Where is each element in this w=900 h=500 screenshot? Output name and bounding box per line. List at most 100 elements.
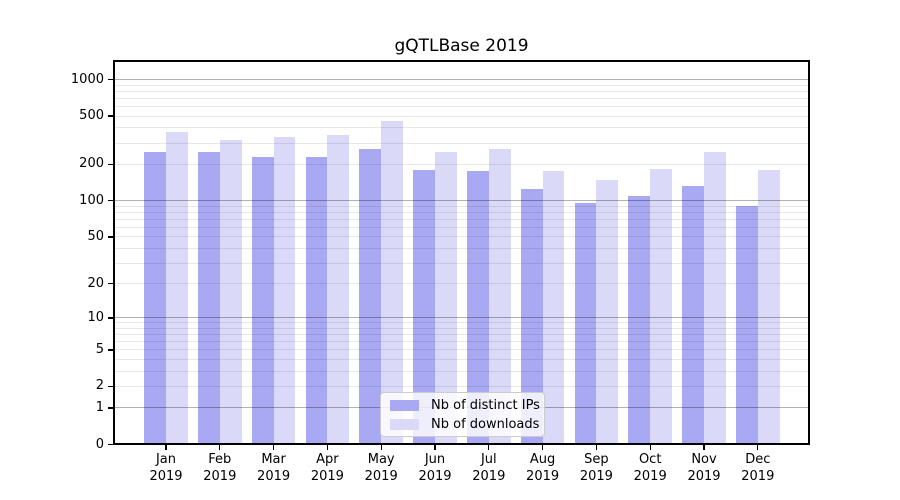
gridline-major xyxy=(113,200,810,202)
x-tick-mark xyxy=(326,445,329,450)
bar-distinct-ips-apr xyxy=(305,157,328,445)
y-tick-label: 10 xyxy=(87,309,104,325)
gridline-major xyxy=(113,317,810,319)
bar-downloads-aug xyxy=(542,170,565,445)
x-tick-mark xyxy=(272,445,275,450)
x-tick-month: Jul xyxy=(480,452,497,467)
x-tick-year: 2019 xyxy=(741,468,775,484)
bar-distinct-ips-aug xyxy=(520,189,543,445)
legend-item-downloads: Nb of downloads xyxy=(390,416,540,432)
y-tick-mark xyxy=(108,236,113,238)
bar-downloads-nov xyxy=(704,151,726,445)
x-tick-year: 2019 xyxy=(364,468,398,484)
x-tick-mark xyxy=(541,445,544,450)
x-tick-mark xyxy=(757,445,759,450)
x-tick-year: 2019 xyxy=(526,468,560,484)
gridline-minor xyxy=(113,84,810,86)
bar-downloads-apr xyxy=(327,135,350,445)
gridline-minor xyxy=(113,142,810,144)
y-tick-label: 5 xyxy=(95,341,104,357)
x-tick-mark xyxy=(488,445,490,450)
x-tick-year: 2019 xyxy=(633,468,667,484)
bar-distinct-ips-nov xyxy=(682,186,704,445)
x-tick-mark xyxy=(595,445,598,450)
bar-distinct-ips-feb xyxy=(198,151,220,445)
gridline-minor xyxy=(113,349,810,351)
x-tick-month: Jan xyxy=(155,452,177,467)
bar-distinct-ips-jan xyxy=(144,151,166,445)
x-tick-mark xyxy=(219,445,221,450)
legend-swatch-downloads-icon xyxy=(390,418,419,430)
x-tick-month: Mar xyxy=(261,452,286,467)
gridline-minor xyxy=(113,334,810,336)
x-tick-label-apr: Apr 2019 xyxy=(300,452,354,485)
bar-downloads-mar xyxy=(273,137,296,445)
gridline-minor xyxy=(113,247,810,249)
gridline-minor xyxy=(113,163,810,165)
y-tick-label: 0 xyxy=(95,436,104,452)
gridline-minor xyxy=(113,370,810,372)
x-tick-mark xyxy=(380,445,382,450)
x-tick-month: Jun xyxy=(424,452,446,467)
x-tick-mark xyxy=(649,445,651,450)
x-tick-year: 2019 xyxy=(579,468,613,484)
bar-downloads-may xyxy=(381,120,403,445)
gridline-minor xyxy=(113,115,810,117)
x-tick-label-jan: Jan 2019 xyxy=(139,452,193,485)
x-tick-month: Aug xyxy=(529,452,556,467)
bar-distinct-ips-jun xyxy=(413,169,435,445)
y-tick-label: 200 xyxy=(79,156,104,172)
y-tick-label: 20 xyxy=(87,275,104,291)
gridline-minor xyxy=(113,218,810,220)
y-tick-mark xyxy=(108,283,113,285)
y-tick-mark xyxy=(108,407,113,409)
bar-distinct-ips-oct xyxy=(628,195,651,445)
gridline-minor xyxy=(113,236,810,238)
x-tick-label-mar: Mar 2019 xyxy=(247,452,301,485)
bar-distinct-ips-mar xyxy=(251,157,274,445)
gridline-minor xyxy=(113,226,810,228)
y-tick-mark xyxy=(108,385,113,388)
x-tick-label-aug: Aug 2019 xyxy=(516,452,570,485)
axis-spine-top xyxy=(113,60,810,62)
y-tick-mark xyxy=(108,200,113,202)
x-tick-label-feb: Feb 2019 xyxy=(193,452,247,485)
y-tick-mark xyxy=(108,317,113,319)
gridline-minor xyxy=(113,90,810,92)
plot-area xyxy=(113,60,810,445)
x-tick-year: 2019 xyxy=(310,468,344,484)
gridline-minor xyxy=(113,97,810,99)
x-tick-year: 2019 xyxy=(418,468,452,484)
gridline-minor xyxy=(113,127,810,129)
legend-label-distinct-ips: Nb of distinct IPs xyxy=(431,397,540,413)
x-tick-month: Oct xyxy=(638,452,662,467)
y-tick-mark xyxy=(108,443,113,446)
y-tick-mark xyxy=(108,78,113,81)
y-tick-label: 100 xyxy=(79,192,104,208)
axis-spine-bottom xyxy=(113,443,810,445)
legend-swatch-distinct-ips-icon xyxy=(390,399,419,411)
x-tick-mark xyxy=(434,445,436,450)
chart-title: gQTLBase 2019 xyxy=(394,36,529,56)
x-tick-mark xyxy=(703,445,705,450)
bar-downloads-oct xyxy=(650,168,672,445)
gridline-minor xyxy=(113,359,810,360)
bar-distinct-ips-jul xyxy=(467,171,489,445)
gridline-minor xyxy=(113,327,810,329)
x-tick-year: 2019 xyxy=(472,468,506,484)
x-tick-label-jun: Jun 2019 xyxy=(408,452,462,485)
x-tick-label-nov: Nov 2019 xyxy=(677,452,731,485)
bar-distinct-ips-dec xyxy=(736,205,758,445)
y-tick-label: 2 xyxy=(95,378,104,394)
y-tick-label: 1 xyxy=(95,399,104,415)
x-tick-year: 2019 xyxy=(203,468,237,484)
x-tick-label-sep: Sep 2019 xyxy=(569,452,623,485)
y-tick-label: 50 xyxy=(87,228,104,244)
x-tick-month: May xyxy=(367,452,395,467)
legend-label-downloads: Nb of downloads xyxy=(431,416,540,432)
gridline-minor xyxy=(113,106,810,108)
gridline-minor xyxy=(113,341,810,343)
y-tick-mark xyxy=(108,163,113,166)
legend: Nb of distinct IPs Nb of downloads xyxy=(380,392,545,437)
